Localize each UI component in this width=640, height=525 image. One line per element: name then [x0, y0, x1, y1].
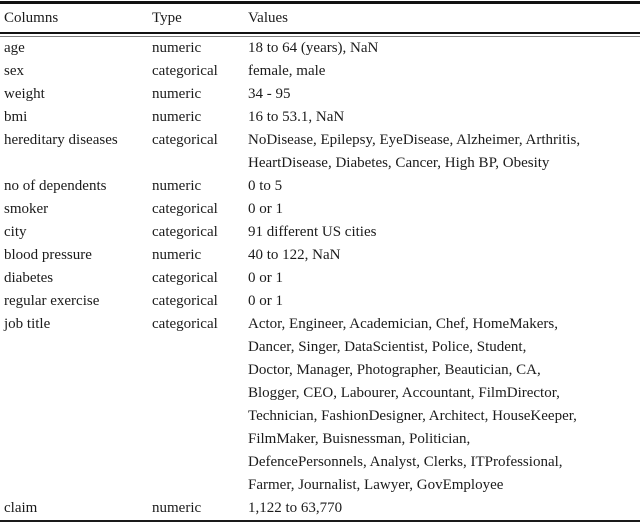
values-line: Technician, FashionDesigner, Architect, …	[248, 407, 577, 424]
table-header-row: Columns Type Values	[0, 4, 640, 32]
column-values: 0 or 1	[248, 198, 640, 221]
column-type: numeric	[152, 177, 202, 194]
values-line: HeartDisease, Diabetes, Cancer, High BP,…	[248, 154, 550, 171]
column-type: categorical	[152, 200, 218, 217]
values-line: 0 or 1	[248, 200, 283, 217]
table-row-sex: sex categorical female, male	[0, 60, 640, 83]
header-type: Type	[152, 9, 182, 26]
column-type: categorical	[152, 131, 218, 148]
column-name: no of dependents	[4, 177, 107, 194]
column-type: categorical	[152, 269, 218, 286]
column-name: regular exercise	[4, 292, 100, 309]
column-type: numeric	[152, 499, 202, 516]
column-type: categorical	[152, 315, 218, 332]
column-type: numeric	[152, 246, 202, 263]
values-line: DefencePersonnels, Analyst, Clerks, ITPr…	[248, 453, 563, 470]
table-row-job-title: job title categorical Actor, Engineer, A…	[0, 313, 640, 497]
values-line: NoDisease, Epilepsy, EyeDisease, Alzheim…	[248, 131, 581, 148]
table-row-age: age numeric 18 to 64 (years), NaN	[0, 37, 640, 60]
column-values: 40 to 122, NaN	[248, 244, 640, 267]
column-values: 16 to 53.1, NaN	[248, 106, 640, 129]
column-name: age	[4, 39, 25, 56]
table-body: age numeric 18 to 64 (years), NaN sex ca…	[0, 37, 640, 520]
column-values: Actor, Engineer, Academician, Chef, Home…	[248, 313, 640, 497]
table-row-bmi: bmi numeric 16 to 53.1, NaN	[0, 106, 640, 129]
header-separator-rule	[0, 31, 640, 37]
column-type: numeric	[152, 85, 202, 102]
values-line: Actor, Engineer, Academician, Chef, Home…	[248, 315, 558, 332]
table-row-diabetes: diabetes categorical 0 or 1	[0, 267, 640, 290]
values-line: 0 or 1	[248, 269, 283, 286]
table-top-rule	[0, 1, 640, 4]
values-line: 16 to 53.1, NaN	[248, 108, 345, 125]
values-line: Blogger, CEO, Labourer, Accountant, Film…	[248, 384, 560, 401]
column-name: sex	[4, 62, 24, 79]
values-line: Farmer, Journalist, Lawyer, GovEmployee	[248, 476, 504, 493]
column-name: weight	[4, 85, 45, 102]
column-values: 34 - 95	[248, 83, 640, 106]
column-name: hereditary diseases	[4, 131, 118, 148]
column-values: 0 or 1	[248, 267, 640, 290]
column-values: 1,122 to 63,770	[248, 497, 640, 520]
column-values: 18 to 64 (years), NaN	[248, 37, 640, 60]
values-line: female, male	[248, 62, 326, 79]
values-line: 0 or 1	[248, 292, 283, 309]
table-row-regular-exercise: regular exercise categorical 0 or 1	[0, 290, 640, 313]
table-row-smoker: smoker categorical 0 or 1	[0, 198, 640, 221]
table-row-claim: claim numeric 1,122 to 63,770	[0, 497, 640, 520]
table-row-blood-pressure: blood pressure numeric 40 to 122, NaN	[0, 244, 640, 267]
column-type: numeric	[152, 108, 202, 125]
column-type: categorical	[152, 62, 218, 79]
values-line: FilmMaker, Buisnessman, Politician,	[248, 430, 471, 447]
values-line: 34 - 95	[248, 85, 291, 102]
values-line: 1,122 to 63,770	[248, 499, 343, 516]
table-row-no-of-dependents: no of dependents numeric 0 to 5	[0, 175, 640, 198]
values-line: 40 to 122, NaN	[248, 246, 341, 263]
column-values: 0 or 1	[248, 290, 640, 313]
column-name: bmi	[4, 108, 28, 125]
header-values: Values	[248, 9, 288, 26]
column-values: 91 different US cities	[248, 221, 640, 244]
column-type: numeric	[152, 39, 202, 56]
column-name: city	[4, 223, 27, 240]
table-row-city: city categorical 91 different US cities	[0, 221, 640, 244]
values-line: Doctor, Manager, Photographer, Beauticia…	[248, 361, 541, 378]
column-name: claim	[4, 499, 38, 516]
column-values: 0 to 5	[248, 175, 640, 198]
column-values: NoDisease, Epilepsy, EyeDisease, Alzheim…	[248, 129, 640, 175]
column-name: smoker	[4, 200, 49, 217]
column-type: categorical	[152, 223, 218, 240]
header-columns: Columns	[4, 9, 59, 26]
values-line: 91 different US cities	[248, 223, 377, 240]
values-line: Dancer, Singer, DataScientist, Police, S…	[248, 338, 527, 355]
values-line: 18 to 64 (years), NaN	[248, 39, 379, 56]
table-row-hereditary-diseases: hereditary diseases categorical NoDiseas…	[0, 129, 640, 175]
values-line: 0 to 5	[248, 177, 283, 194]
table-row-weight: weight numeric 34 - 95	[0, 83, 640, 106]
column-name: job title	[4, 315, 51, 332]
column-type: categorical	[152, 292, 218, 309]
column-values: female, male	[248, 60, 640, 83]
column-name: blood pressure	[4, 246, 92, 263]
table-bottom-rule	[0, 519, 640, 522]
column-name: diabetes	[4, 269, 54, 286]
